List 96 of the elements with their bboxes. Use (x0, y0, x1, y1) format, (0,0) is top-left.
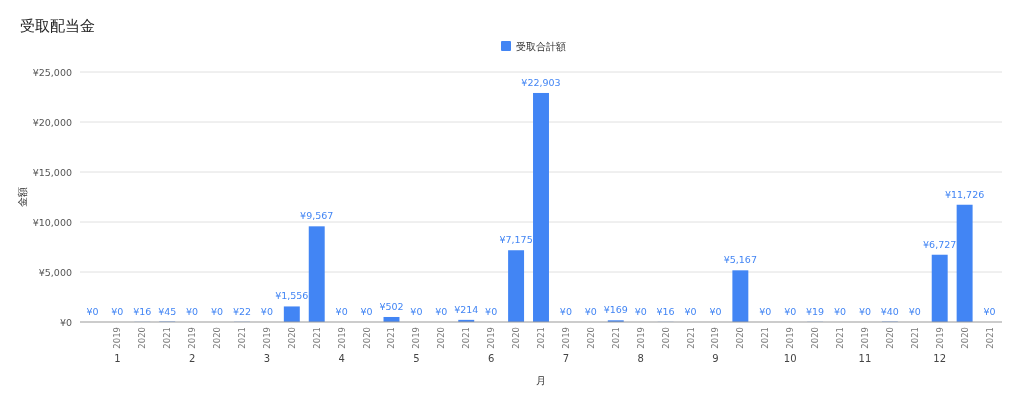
y-tick-label: ¥15,000 (32, 166, 72, 178)
x-tick-label: 2020 (511, 327, 522, 349)
data-label: ¥45 (158, 305, 177, 317)
x-tick-label: 2019 (336, 327, 347, 349)
data-label: ¥0 (186, 306, 199, 317)
y-axis-title: 金額 (17, 187, 28, 207)
text: 6 (487, 353, 495, 364)
data-label: ¥16 (133, 305, 152, 317)
data-label: ¥0 (684, 306, 697, 317)
legend: 受取合計額 (501, 41, 566, 52)
data-label: ¥0 (111, 306, 124, 317)
x-tick-label: 2020 (735, 327, 746, 349)
data-label: ¥0 (584, 306, 597, 317)
text: 5 (413, 353, 420, 364)
x-tick-label: 2019 (560, 327, 571, 349)
x-tick-label: 2020 (361, 327, 372, 349)
data-label: ¥5,167 (723, 254, 757, 266)
data-label: ¥0 (634, 306, 647, 317)
text: 1 (114, 353, 121, 364)
y-tick-label: ¥10,000 (32, 216, 72, 228)
x-tick-label: 2019 (785, 327, 796, 349)
data-label: ¥16 (656, 305, 675, 317)
x-tick-label: 2020 (959, 327, 970, 349)
x-tick-label: 2019 (486, 327, 497, 349)
x-tick-label: 2021 (386, 327, 397, 349)
data-label: ¥9,567 (300, 210, 334, 222)
x-tick-label: 2021 (835, 327, 846, 349)
x-tick-label: 2019 (261, 327, 272, 349)
data-label: ¥1,556 (275, 290, 309, 302)
x-tick-label: 2020 (810, 327, 821, 349)
text: 10 (783, 353, 797, 364)
x-tick-label: 2020 (884, 327, 895, 349)
data-label: ¥11,726 (944, 188, 985, 200)
x-tick-label: 2021 (984, 327, 995, 349)
x-tick-label: 2021 (909, 327, 920, 349)
data-label: ¥0 (983, 306, 996, 317)
x-tick-label: 2021 (311, 327, 322, 349)
text: 2 (188, 353, 196, 364)
y-tick-label: ¥5,000 (38, 266, 72, 278)
data-label: ¥0 (858, 306, 871, 317)
x-tick-label: 2020 (286, 327, 297, 349)
data-label: ¥0 (335, 306, 348, 317)
x-tick-label: 2019 (187, 327, 198, 349)
data-label: ¥22,903 (521, 76, 561, 88)
chart-title: 受取配当金 (20, 17, 95, 35)
x-tick-label: 2019 (710, 327, 721, 349)
text: 7 (562, 353, 570, 364)
x-tick-label: 2020 (212, 327, 223, 349)
x-tick-label: 2019 (635, 327, 646, 349)
legend-label: 受取合計額 (516, 41, 566, 52)
x-tick-label: 2021 (760, 327, 771, 349)
data-label: ¥502 (379, 300, 404, 312)
data-label: ¥7,175 (499, 234, 533, 246)
x-tick-label: 2021 (162, 327, 173, 349)
data-label: ¥0 (435, 306, 448, 317)
data-label: ¥40 (880, 305, 899, 317)
data-label: ¥22 (232, 305, 252, 317)
x-tick-label: 2019 (859, 327, 870, 349)
x-tick-label: 2019 (934, 327, 945, 349)
x-tick-label: 2021 (536, 327, 546, 349)
data-label: ¥0 (784, 306, 797, 317)
data-label: ¥6,727 (923, 238, 957, 250)
text: 3 (263, 353, 271, 364)
x-tick-label: 2020 (137, 327, 148, 349)
text: 12 (933, 353, 947, 364)
text: 8 (637, 353, 644, 364)
data-label: ¥0 (759, 306, 772, 317)
x-tick-label: 2021 (461, 327, 472, 349)
y-tick-label: ¥20,000 (32, 116, 72, 128)
x-tick-label: 2021 (236, 327, 247, 349)
data-label: ¥0 (833, 306, 847, 317)
data-label: ¥214 (454, 303, 479, 315)
x-tick-label: 2019 (411, 327, 422, 349)
x-axis-title: 月 (536, 375, 546, 386)
data-label: ¥0 (709, 306, 722, 317)
y-tick-label: ¥0 (59, 316, 72, 328)
data-label: ¥169 (603, 304, 628, 316)
data-label: ¥0 (360, 306, 373, 317)
x-tick-label: 2020 (585, 327, 596, 349)
data-label: ¥0 (559, 306, 572, 317)
text: 4 (338, 353, 345, 364)
x-tick-label: 2020 (436, 327, 447, 349)
data-label: ¥0 (86, 306, 99, 317)
text: 11 (858, 353, 872, 364)
data-label: ¥19 (806, 305, 825, 317)
x-tick-label: 2021 (610, 327, 621, 349)
x-tick-label: 2020 (660, 327, 671, 349)
data-label: ¥0 (410, 306, 423, 317)
data-label: ¥0 (260, 306, 273, 317)
y-tick-label: ¥25,000 (32, 66, 72, 78)
x-tick-label: 2021 (685, 327, 696, 349)
data-label: ¥0 (211, 306, 224, 317)
data-label: ¥0 (908, 306, 921, 317)
text: 9 (712, 353, 719, 364)
data-label: ¥0 (485, 306, 498, 317)
x-tick-label: 2019 (112, 327, 123, 349)
